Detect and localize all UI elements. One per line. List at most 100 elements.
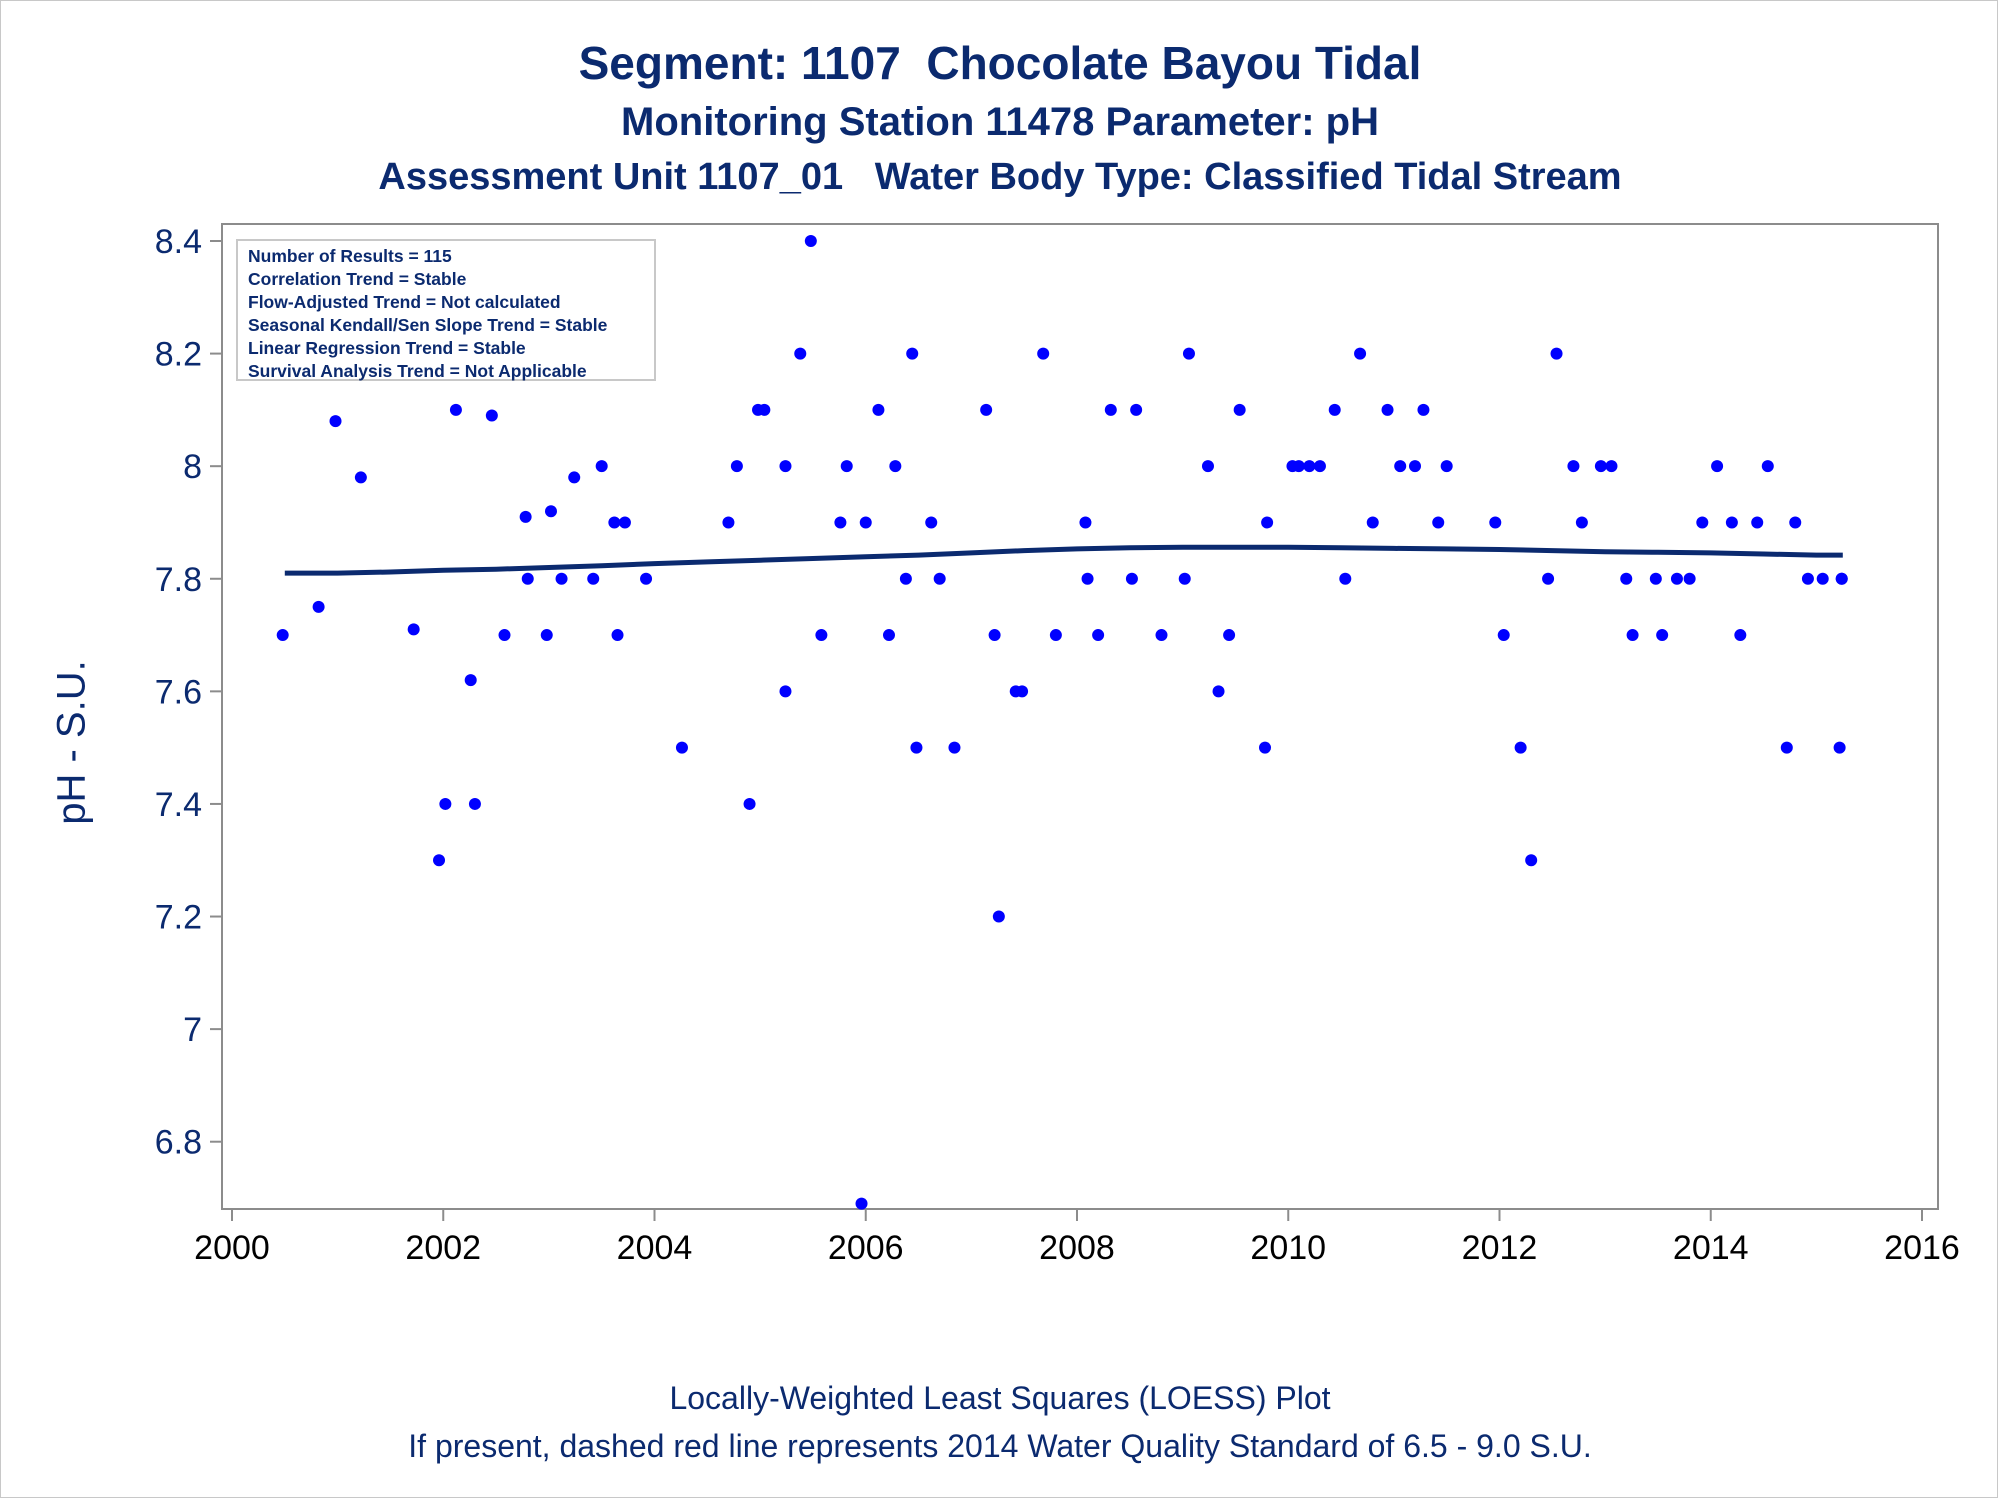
plot-area-border [221,223,1939,1210]
footnote-loess: Locally-Weighted Least Squares (LOESS) P… [669,1380,1331,1416]
data-points [276,235,1848,1210]
data-point [1789,516,1802,529]
data-point [555,572,568,585]
data-point [815,629,828,642]
data-point [730,460,743,473]
stat-linear-regression-trend: Linear Regression Trend = Stable [248,338,526,358]
data-point [1594,460,1607,473]
data-point [834,516,847,529]
data-point [329,415,342,428]
data-point [1567,460,1580,473]
data-point [1550,347,1563,360]
data-point [1432,516,1445,529]
stat-survival-analysis-trend: Survival Analysis Trend = Not Applicable [248,361,587,381]
x-tick-label: 2006 [828,1229,904,1267]
data-point [899,572,912,585]
data-point [1683,572,1696,585]
data-point [794,347,807,360]
data-point [1725,516,1738,529]
data-point [743,797,756,810]
data-point [568,471,581,484]
chart-title: Segment: 1107 Chocolate Bayou Tidal [578,37,1422,89]
data-point [1223,629,1236,642]
data-point [1816,572,1829,585]
data-point [354,471,367,484]
data-point [804,235,817,247]
x-tick-label: 2010 [1250,1229,1326,1267]
y-axis-label: pH - S.U. [49,660,94,825]
data-point [439,797,452,810]
data-point [675,741,688,754]
data-point [1626,629,1639,642]
data-point [1339,572,1352,585]
data-point [1696,516,1709,529]
data-point [640,572,653,585]
data-point [485,409,498,422]
data-point [988,629,1001,642]
data-point [407,623,420,636]
data-point [1049,629,1062,642]
data-point [859,516,872,529]
data-point [312,600,325,613]
data-point [1525,854,1538,867]
y-tick-label: 7.2 [155,899,202,937]
data-point [449,403,462,416]
data-point [992,910,1005,923]
y-tick-label: 7.4 [155,786,202,824]
data-point [980,403,993,416]
data-point [758,403,771,416]
data-point [1514,741,1527,754]
data-point [1656,629,1669,642]
data-point [1670,572,1683,585]
data-point [910,741,923,754]
data-point [1575,516,1588,529]
data-point [608,516,621,529]
x-axis: 2000 2002 2004 2006 2008 2010 2012 2014 2016 [194,1209,1960,1267]
data-point [872,403,885,416]
data-point [1182,347,1195,360]
stat-correlation-trend: Correlation Trend = Stable [248,269,467,289]
data-point [1542,572,1555,585]
data-point [276,629,289,642]
data-point [1212,685,1225,698]
y-tick-label: 7 [183,1011,202,1049]
data-point [1016,685,1029,698]
chart-subtitle-station: Monitoring Station 11478 Parameter: pH [621,100,1379,144]
data-point [544,505,557,518]
x-tick-label: 2016 [1884,1229,1960,1267]
data-point [779,685,792,698]
data-point [1354,347,1367,360]
data-point [1780,741,1793,754]
data-point [464,674,477,687]
data-point [722,516,735,529]
data-point [1489,516,1502,529]
chart-subtitle-assessment: Assessment Unit 1107_01 Water Body Type:… [378,156,1622,198]
data-point [1303,460,1316,473]
data-point [889,460,902,473]
stat-seasonal-kendall-trend: Seasonal Kendall/Sen Slope Trend = Stabl… [248,315,608,335]
data-point [1366,516,1379,529]
data-point [1079,516,1092,529]
x-tick-label: 2014 [1673,1229,1749,1267]
data-point [519,510,532,523]
data-point [1417,403,1430,416]
stat-number-of-results: Number of Results = 115 [248,246,452,266]
data-point [933,572,946,585]
data-point [1328,403,1341,416]
data-point [1155,629,1168,642]
loess-line-group [284,544,1843,576]
data-point [468,797,481,810]
x-tick-label: 2002 [405,1229,481,1267]
data-point [433,854,446,867]
data-point [1440,460,1453,473]
data-point [1313,460,1326,473]
data-point [595,460,608,473]
data-point [611,629,624,642]
data-point [1497,629,1510,642]
data-point [840,460,853,473]
x-tick-label: 2012 [1462,1229,1538,1267]
data-point [906,347,919,360]
data-point [1649,572,1662,585]
data-point [1037,347,1050,360]
